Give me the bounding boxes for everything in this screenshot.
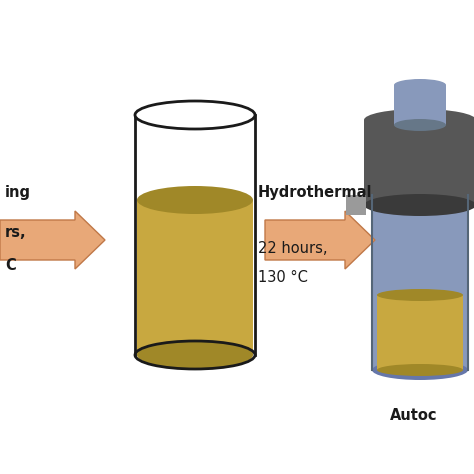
FancyArrow shape [0, 211, 105, 269]
Text: Autoc: Autoc [390, 408, 438, 422]
Ellipse shape [372, 185, 468, 205]
Text: ing: ing [5, 184, 31, 200]
FancyArrow shape [265, 211, 375, 269]
Ellipse shape [377, 364, 463, 376]
Polygon shape [346, 195, 366, 215]
Polygon shape [137, 200, 253, 355]
Ellipse shape [135, 101, 255, 129]
Ellipse shape [364, 194, 474, 216]
Polygon shape [394, 85, 446, 125]
Text: 22 hours,: 22 hours, [258, 240, 328, 255]
Text: Hydrothermal: Hydrothermal [258, 184, 373, 200]
Ellipse shape [137, 186, 253, 214]
Ellipse shape [137, 341, 253, 369]
Ellipse shape [372, 360, 468, 380]
Ellipse shape [364, 109, 474, 131]
Text: C: C [5, 257, 16, 273]
Text: 130 °C: 130 °C [258, 271, 308, 285]
Ellipse shape [394, 79, 446, 91]
Polygon shape [364, 120, 474, 205]
Ellipse shape [394, 119, 446, 131]
Ellipse shape [377, 289, 463, 301]
Polygon shape [372, 195, 468, 370]
Polygon shape [377, 295, 463, 370]
Text: rs,: rs, [5, 225, 27, 239]
